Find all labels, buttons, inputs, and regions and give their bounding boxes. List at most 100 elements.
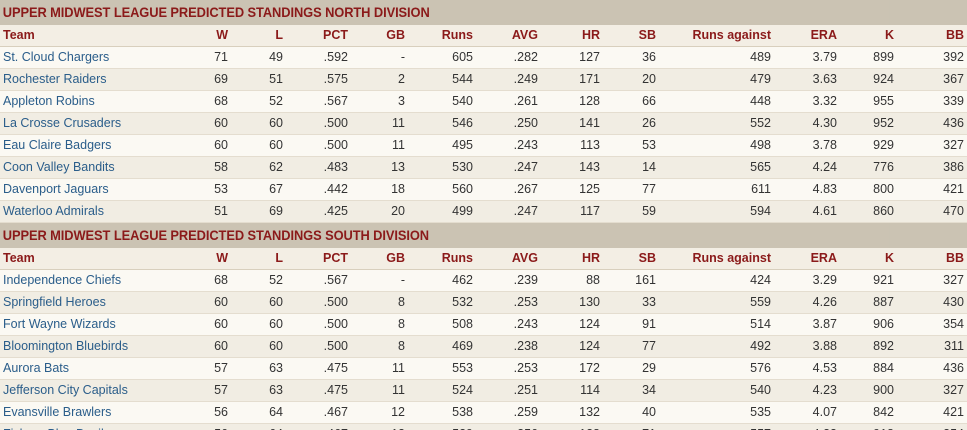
col-bb[interactable]: BB <box>894 25 967 47</box>
north-header-row: Team W L PCT GB Runs AVG HR SB Runs agai… <box>0 25 967 47</box>
cell-runs: 605 <box>405 46 473 69</box>
team-link[interactable]: Fort Wayne Wizards <box>0 313 160 336</box>
table-row[interactable]: Fishers Blue Devils5664.46712529.2561287… <box>0 423 967 430</box>
cell-sb: 36 <box>600 46 656 69</box>
cell-era: 3.88 <box>771 335 837 358</box>
col-pct[interactable]: PCT <box>283 25 348 47</box>
table-row[interactable]: Eau Claire Badgers 60 60.500 11 495.243 113 53… <box>0 134 967 157</box>
cell-pct: .567 <box>283 90 348 113</box>
col-w[interactable]: W <box>160 25 228 47</box>
cell-hr: 124 <box>538 313 600 336</box>
col-w[interactable]: W <box>160 248 228 270</box>
cell-pct: .500 <box>283 112 348 135</box>
cell-runs-against: 611 <box>656 178 771 201</box>
col-pct[interactable]: PCT <box>283 248 348 270</box>
cell-gb: 11 <box>348 112 405 135</box>
cell-runs: 540 <box>405 90 473 113</box>
col-runs[interactable]: Runs <box>405 25 473 47</box>
cell-k: 884 <box>837 357 894 380</box>
col-era[interactable]: ERA <box>771 25 837 47</box>
table-row[interactable]: Coon Valley Bandits 58 62.483 13 530.247 143 1… <box>0 156 967 179</box>
col-hr[interactable]: HR <box>538 248 600 270</box>
table-row[interactable]: Bloomington Bluebirds 60 60.500 8 469.238 124… <box>0 335 967 358</box>
col-gb[interactable]: GB <box>348 248 405 270</box>
col-sb[interactable]: SB <box>600 25 656 47</box>
cell-w: 71 <box>160 46 228 69</box>
cell-hr: 127 <box>538 46 600 69</box>
col-bb[interactable]: BB <box>894 248 967 270</box>
team-link[interactable]: Coon Valley Bandits <box>0 156 160 179</box>
team-link[interactable]: Independence Chiefs <box>0 269 160 292</box>
table-row[interactable]: St. Cloud Chargers 71 49.592-605.282 127 36 4… <box>0 46 967 69</box>
table-row[interactable]: Evansville Brawlers 56 64.467 12 538.259 132 4… <box>0 401 967 424</box>
cell-sb: 161 <box>600 269 656 292</box>
cell-k: 842 <box>837 401 894 424</box>
table-row[interactable]: Aurora Bats 57 63.475 11 553.253 172 29 576 4.53… <box>0 357 967 380</box>
cell-pct: .483 <box>283 156 348 179</box>
table-row[interactable]: La Crosse Crusaders 60 60.500 11 546.250 141 2… <box>0 112 967 135</box>
cell-sb: 20 <box>600 68 656 91</box>
cell-sb: 14 <box>600 156 656 179</box>
cell-era: 3.29 <box>771 269 837 292</box>
cell-pct: .575 <box>283 68 348 91</box>
col-team[interactable]: Team <box>0 25 160 47</box>
col-avg[interactable]: AVG <box>473 25 538 47</box>
cell-runs-against: 489 <box>656 46 771 69</box>
team-link[interactable]: Springfield Heroes <box>0 291 160 314</box>
col-sb[interactable]: SB <box>600 248 656 270</box>
cell-avg: .256 <box>473 423 538 430</box>
table-row[interactable]: Waterloo Admirals 51 69.425 20 499.247 117 59 5… <box>0 200 967 223</box>
team-link[interactable]: Rochester Raiders <box>0 68 160 91</box>
table-row[interactable]: Independence Chiefs 68 52.567-462.239 88 161… <box>0 269 967 292</box>
table-row[interactable]: Springfield Heroes 60 60.500 8 532.253 130 33 5… <box>0 291 967 314</box>
col-team[interactable]: Team <box>0 248 160 270</box>
north-division-title: UPPER MIDWEST LEAGUE PREDICTED STANDINGS… <box>0 0 890 25</box>
col-l[interactable]: L <box>228 25 283 47</box>
col-hr[interactable]: HR <box>538 25 600 47</box>
cell-k: 860 <box>837 200 894 223</box>
col-runs-against[interactable]: Runs against <box>656 248 771 270</box>
team-link[interactable]: Fishers Blue Devils <box>0 423 160 430</box>
team-link[interactable]: Appleton Robins <box>0 90 160 113</box>
team-link[interactable]: Jefferson City Capitals <box>0 379 160 402</box>
cell-pct: .567 <box>283 269 348 292</box>
table-row[interactable]: Jefferson City Capitals 57 63.475 11 524.251… <box>0 379 967 402</box>
col-gb[interactable]: GB <box>348 25 405 47</box>
table-row[interactable]: Fort Wayne Wizards 60 60.500 8 508.243 124 91 5… <box>0 313 967 336</box>
table-row[interactable]: Davenport Jaguars 53 67.442 18 560.267 125 77 6… <box>0 178 967 201</box>
cell-pct: .442 <box>283 178 348 201</box>
cell-runs: 508 <box>405 313 473 336</box>
cell-runs: 462 <box>405 269 473 292</box>
cell-runs-against: 559 <box>656 291 771 314</box>
cell-gb: - <box>348 269 405 292</box>
table-row[interactable]: Appleton Robins 68 52.567 3 540.261 128 66 448 3… <box>0 90 967 113</box>
cell-gb: - <box>348 46 405 69</box>
col-l[interactable]: L <box>228 248 283 270</box>
col-era[interactable]: ERA <box>771 248 837 270</box>
cell-gb: 18 <box>348 178 405 201</box>
col-k[interactable]: K <box>837 25 894 47</box>
cell-sb: 77 <box>600 335 656 358</box>
team-link[interactable]: Evansville Brawlers <box>0 401 160 424</box>
cell-hr: 128 <box>538 90 600 113</box>
col-runs[interactable]: Runs <box>405 248 473 270</box>
team-link[interactable]: Waterloo Admirals <box>0 200 160 223</box>
team-link[interactable]: La Crosse Crusaders <box>0 112 160 135</box>
cell-bb: 354 <box>894 313 967 336</box>
table-row[interactable]: Rochester Raiders 69 51.575 2 544.249 171 20 47… <box>0 68 967 91</box>
cell-bb: 354 <box>894 423 967 430</box>
cell-avg: .259 <box>473 401 538 424</box>
team-link[interactable]: Eau Claire Badgers <box>0 134 160 157</box>
col-runs-against[interactable]: Runs against <box>656 25 771 47</box>
cell-era: 3.79 <box>771 46 837 69</box>
cell-runs-against: 576 <box>656 357 771 380</box>
cell-runs: 524 <box>405 379 473 402</box>
col-avg[interactable]: AVG <box>473 248 538 270</box>
team-link[interactable]: Davenport Jaguars <box>0 178 160 201</box>
cell-l: 63 <box>228 357 283 380</box>
col-k[interactable]: K <box>837 248 894 270</box>
team-link[interactable]: Bloomington Bluebirds <box>0 335 160 358</box>
team-link[interactable]: St. Cloud Chargers <box>0 46 160 69</box>
team-link[interactable]: Aurora Bats <box>0 357 160 380</box>
